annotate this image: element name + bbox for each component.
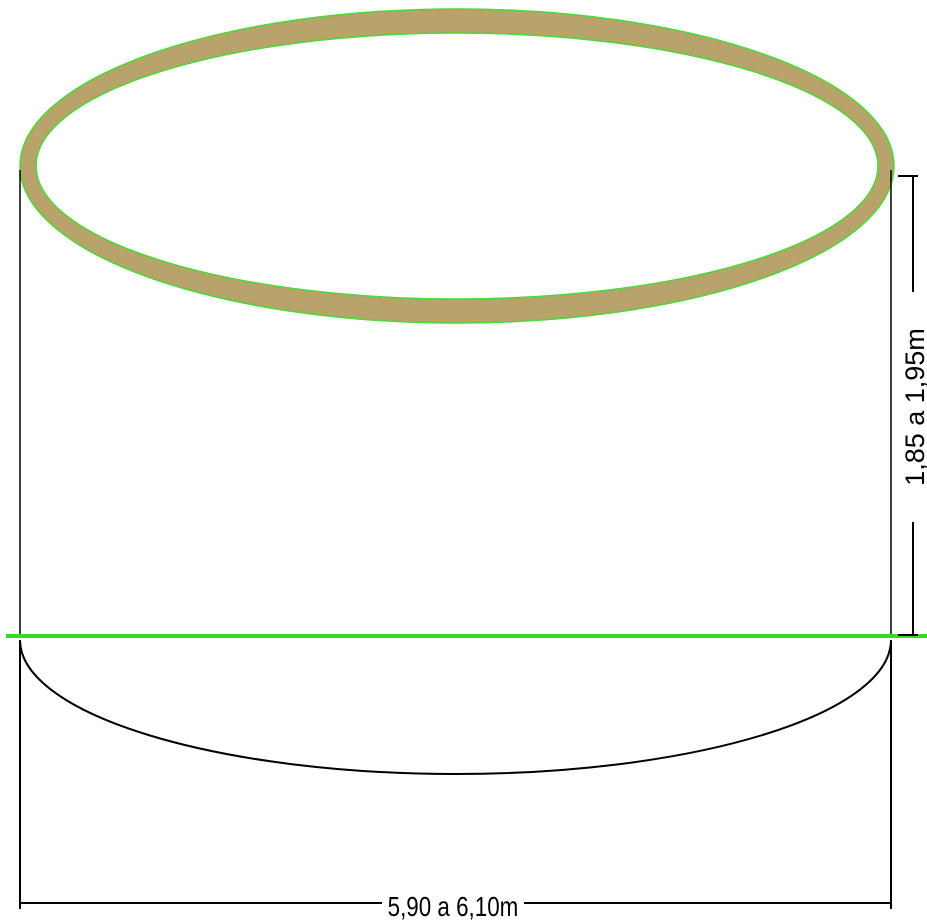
height-dimension-label: 1,85 a 1,95m <box>900 328 927 486</box>
bottom-base-curve <box>19 639 892 775</box>
width-dimension: 5,90 a 6,10m <box>19 640 892 921</box>
width-dimension-label: 5,90 a 6,10m <box>388 892 519 921</box>
top-rim-ring <box>19 8 895 324</box>
height-dimension: 1,85 a 1,95m <box>898 175 927 636</box>
